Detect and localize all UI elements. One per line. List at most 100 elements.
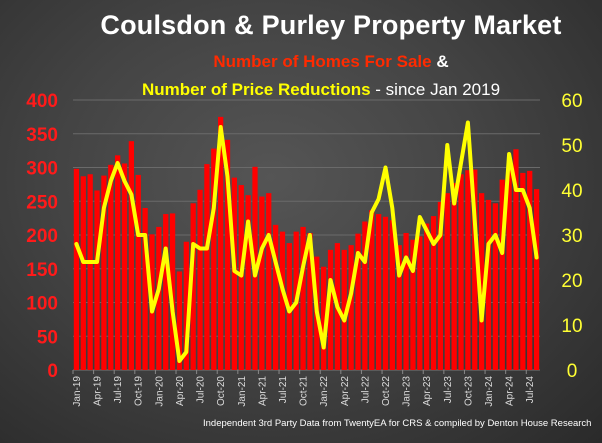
left-axis-tick-label: 0 (47, 361, 58, 382)
right-axis-tick-label: 0 (567, 361, 578, 382)
left-axis-tick-label: 150 (26, 260, 58, 281)
bar-homes-for-sale (465, 170, 471, 370)
x-axis-tick-label: Apr-24 (505, 376, 516, 406)
bar-homes-for-sale (382, 216, 389, 370)
x-axis-tick-label: Oct-22 (381, 376, 392, 406)
x-axis-tick-label: Oct-19 (134, 376, 145, 406)
bar-homes-for-sale (245, 195, 251, 370)
bar-homes-for-sale (396, 245, 402, 370)
bar-homes-for-sale (424, 223, 430, 370)
bar-homes-for-sale (163, 214, 169, 370)
bar-homes-for-sale (389, 220, 395, 370)
bar-homes-for-sale (272, 224, 279, 370)
bar-homes-for-sale (101, 175, 107, 370)
bar-homes-for-sale (94, 190, 100, 370)
left-axis: 0 50 100 150 200 250 300 350 400 (26, 91, 58, 382)
bar-homes-for-sale (73, 168, 80, 370)
bar-homes-for-sale (533, 189, 540, 370)
x-axis-tick-label: Jul-24 (525, 376, 536, 404)
bar-homes-for-sale (513, 149, 519, 370)
bar-homes-for-sale (369, 210, 375, 370)
subtitle-price-reductions: Number of Price Reductions (141, 80, 371, 99)
x-axis-tick-label: Jan-21 (237, 376, 248, 407)
bar-homes-for-sale (80, 176, 86, 370)
left-axis-tick-label: 50 (37, 327, 58, 348)
bar-homes-for-sale (403, 232, 409, 370)
x-axis-tick-label: Apr-23 (422, 376, 433, 406)
bar-homes-for-sale (458, 174, 464, 370)
x-axis-tick-label: Jan-24 (484, 376, 495, 407)
left-axis-tick-label: 250 (26, 192, 58, 213)
right-axis-tick-label: 20 (561, 271, 582, 292)
x-axis-tick-label: Jul-20 (196, 376, 207, 404)
bar-homes-for-sale (142, 208, 148, 370)
bar-homes-for-sale (355, 233, 361, 370)
bar-homes-for-sale (417, 236, 423, 370)
bar-homes-for-sale (341, 249, 347, 370)
chart-subtitle-1: Number of Homes For Sale & (0, 52, 602, 72)
left-axis-tick-label: 200 (26, 226, 58, 247)
x-axis-tick-label: Apr-19 (93, 376, 104, 406)
x-axis-tick-label: Oct-20 (216, 376, 227, 406)
bar-homes-for-sale (190, 203, 196, 370)
bar-homes-for-sale (156, 226, 162, 370)
right-axis-tick-label: 30 (561, 226, 582, 247)
x-axis: Jan-19 Apr-19 Jul-19 Oct-19 Jan-20 Apr-20 Jul-… (72, 370, 536, 407)
bar-homes-for-sale (485, 199, 492, 370)
bar-homes-for-sale (169, 213, 176, 370)
bar-homes-for-sale (492, 203, 498, 370)
bar-homes-for-sale (224, 139, 231, 370)
bar-homes-for-sale (128, 141, 135, 370)
bar-homes-for-sale (279, 231, 286, 370)
bar-homes-for-sale (108, 164, 114, 370)
subtitle-homes-for-sale: Number of Homes For Sale (213, 52, 432, 71)
chart-title: Coulsdon & Purley Property Market (100, 10, 562, 40)
bar-homes-for-sale (135, 174, 141, 370)
line-price-reductions-path (74, 120, 539, 363)
right-axis-tick-label: 10 (561, 316, 582, 337)
bar-homes-for-sale (472, 169, 478, 370)
bar-homes-for-sale (115, 155, 121, 370)
bar-homes-for-sale (87, 174, 93, 370)
bar-homes-for-sale (362, 221, 368, 370)
bar-homes-for-sale (410, 239, 416, 370)
bars-homes-for-sale (73, 116, 540, 370)
left-axis-tick-label: 100 (26, 294, 58, 315)
x-axis-tick-label: Jul-19 (113, 376, 124, 404)
left-axis-tick-label: 300 (26, 159, 58, 180)
bar-homes-for-sale (231, 177, 238, 370)
bar-homes-for-sale (176, 271, 183, 370)
bar-homes-for-sale (266, 193, 272, 370)
bar-homes-for-sale (218, 116, 224, 370)
right-axis-tick-label: 60 (561, 91, 582, 112)
bar-homes-for-sale (375, 214, 382, 370)
bar-homes-for-sale (327, 249, 334, 370)
x-axis-tick-label: Oct-21 (299, 376, 310, 406)
x-axis-tick-label: Jul-23 (443, 376, 454, 404)
chart-subtitle-2: Number of Price Reductions - since Jan 2… (0, 80, 602, 100)
x-axis-tick-label: Jul-22 (360, 376, 371, 404)
x-axis-tick-label: Jan-23 (402, 376, 413, 407)
bar-homes-for-sale (197, 189, 203, 370)
bar-homes-for-sale (451, 183, 457, 370)
bar-homes-for-sale (499, 179, 505, 370)
x-axis-tick-label: Oct-23 (463, 376, 474, 406)
bar-homes-for-sale (211, 148, 217, 370)
subtitle-since: - since Jan 2019 (370, 80, 501, 99)
left-axis-tick-label: 400 (26, 91, 58, 112)
bar-homes-for-sale (527, 170, 533, 370)
bar-homes-for-sale (204, 164, 210, 370)
bar-homes-for-sale (183, 241, 189, 370)
right-axis: 0 10 20 30 40 50 60 (561, 91, 582, 382)
bar-homes-for-sale (307, 232, 313, 370)
bar-homes-for-sale (506, 166, 512, 370)
bar-homes-for-sale (437, 201, 444, 370)
left-axis-tick-label: 350 (26, 125, 58, 146)
x-axis-tick-label: Jan-19 (72, 376, 83, 407)
chart-source-footnote: Independent 3rd Party Data from TwentyEA… (203, 418, 592, 429)
x-axis-tick-label: Apr-20 (175, 376, 186, 406)
line-price-reductions (74, 120, 539, 363)
x-axis-tick-label: Apr-22 (340, 376, 351, 406)
x-axis-tick-label: Jul-21 (278, 376, 289, 404)
